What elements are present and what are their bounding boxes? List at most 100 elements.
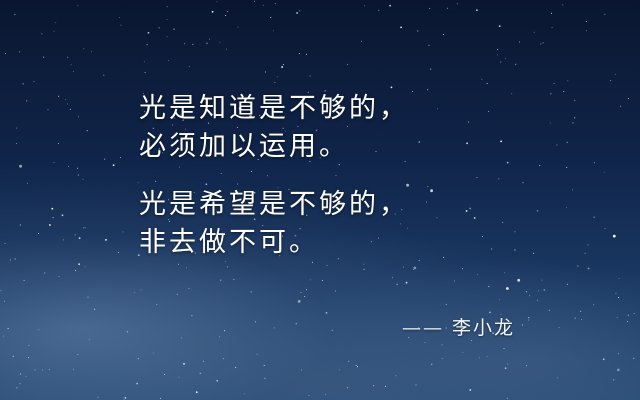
star <box>63 239 65 241</box>
star <box>506 161 509 164</box>
star <box>192 43 194 45</box>
star <box>429 7 431 9</box>
star <box>319 157 321 159</box>
star <box>274 3 276 5</box>
star <box>120 24 122 26</box>
star <box>281 235 283 237</box>
star <box>4 300 5 302</box>
star <box>104 158 106 160</box>
star <box>616 368 620 372</box>
star <box>553 82 555 84</box>
star <box>468 121 470 123</box>
star <box>3 335 4 337</box>
star <box>325 393 327 395</box>
star <box>620 105 622 107</box>
star <box>469 389 472 391</box>
star <box>466 142 468 145</box>
star <box>481 236 483 237</box>
star <box>142 192 144 194</box>
star <box>272 30 274 32</box>
star <box>567 80 569 82</box>
star <box>297 300 301 303</box>
star <box>418 141 421 143</box>
star <box>412 91 414 92</box>
star <box>489 311 491 314</box>
star <box>166 36 168 38</box>
star <box>61 214 64 217</box>
star <box>436 217 438 219</box>
star <box>469 207 472 210</box>
star <box>500 61 502 63</box>
star <box>347 125 349 127</box>
star <box>477 274 479 275</box>
star <box>487 111 489 113</box>
star <box>220 190 222 192</box>
star <box>178 376 180 378</box>
star <box>144 111 146 113</box>
star <box>178 263 180 265</box>
star <box>627 314 629 316</box>
star <box>205 183 208 186</box>
star <box>167 60 169 62</box>
star <box>427 186 429 188</box>
star <box>430 189 433 193</box>
star <box>551 27 553 29</box>
star <box>77 354 79 355</box>
star <box>584 252 586 254</box>
star <box>593 304 595 306</box>
star <box>112 164 115 167</box>
star <box>78 237 81 240</box>
star <box>49 224 51 226</box>
star <box>274 81 276 83</box>
star <box>91 51 93 53</box>
star <box>298 53 300 55</box>
star <box>14 13 16 15</box>
star <box>243 393 245 395</box>
star <box>529 295 531 297</box>
star <box>396 283 398 285</box>
star <box>550 93 552 95</box>
star <box>486 83 488 85</box>
star <box>126 331 128 333</box>
star <box>124 397 127 399</box>
star <box>82 227 84 229</box>
star <box>311 261 313 263</box>
star <box>481 78 483 80</box>
star <box>183 363 185 365</box>
star <box>363 268 365 270</box>
star <box>86 130 88 132</box>
star <box>247 142 249 144</box>
star <box>22 83 24 85</box>
star <box>566 141 568 143</box>
star <box>276 76 278 78</box>
star <box>72 70 74 72</box>
star <box>159 232 161 234</box>
star <box>610 80 612 82</box>
star <box>70 64 72 66</box>
star <box>296 12 298 14</box>
star <box>142 93 144 95</box>
star <box>220 279 222 281</box>
star <box>389 4 391 7</box>
star <box>604 228 606 229</box>
star <box>191 315 193 317</box>
attribution: —— 李小龙 <box>402 317 516 339</box>
star <box>33 81 35 83</box>
star <box>347 387 349 389</box>
star <box>188 66 190 68</box>
star <box>426 201 428 203</box>
star <box>26 100 28 102</box>
star <box>51 207 54 210</box>
star <box>618 353 620 355</box>
star <box>270 17 272 18</box>
star <box>335 174 337 176</box>
star <box>574 317 576 319</box>
star <box>65 99 67 101</box>
star <box>326 265 328 266</box>
star <box>184 128 186 130</box>
star <box>208 122 210 124</box>
star <box>219 41 221 43</box>
star <box>199 372 201 374</box>
star <box>240 153 242 155</box>
